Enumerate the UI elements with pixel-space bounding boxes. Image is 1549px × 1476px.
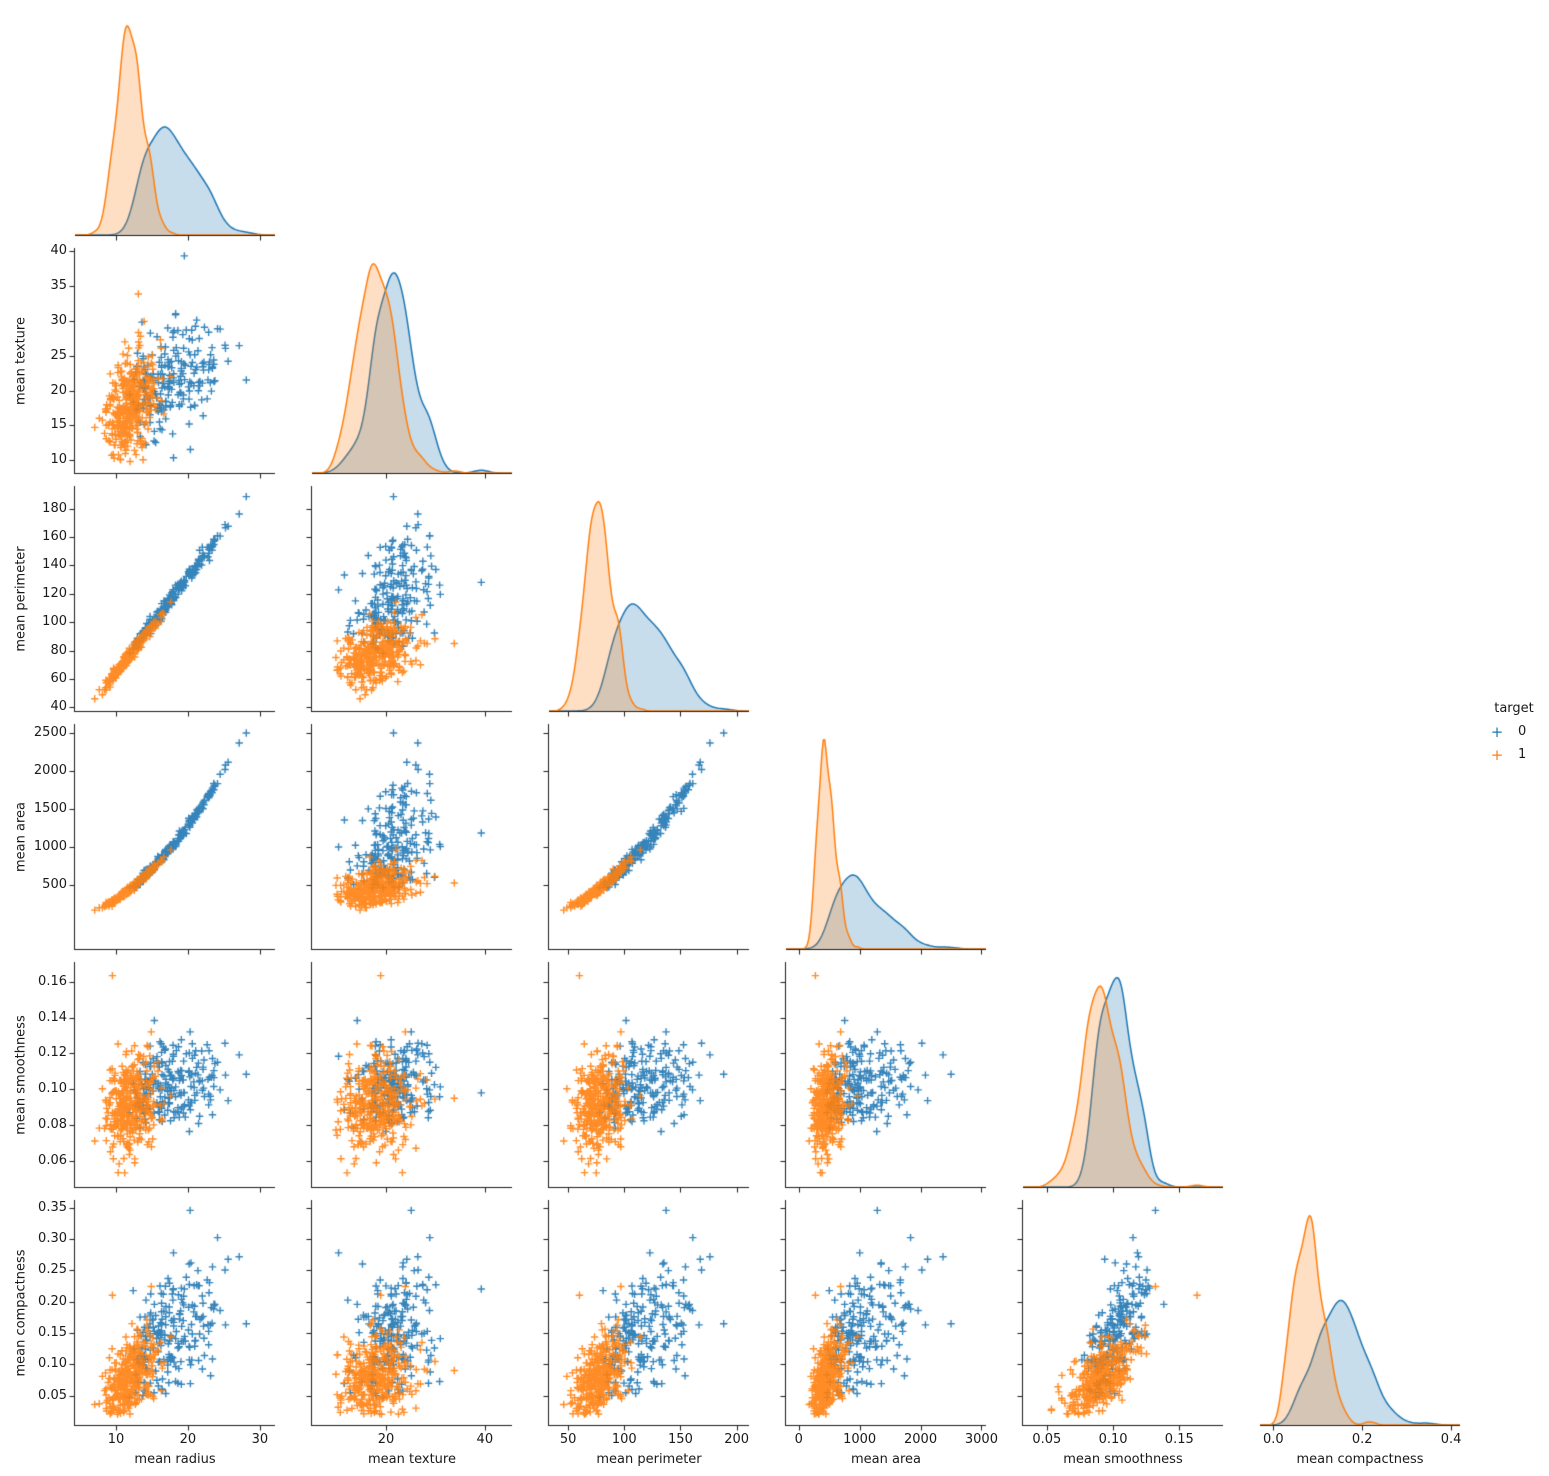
legend-marker-plus-icon: + [1490, 722, 1504, 741]
legend-title: target [1494, 701, 1534, 716]
legend-item-1: +1 [1482, 743, 1546, 766]
legend-item-label: 0 [1518, 724, 1527, 739]
legend-item-0: +0 [1482, 720, 1546, 743]
legend: target +0 +1 [1482, 701, 1546, 766]
legend-marker-plus-icon: + [1490, 745, 1504, 764]
legend-item-label: 1 [1518, 747, 1527, 762]
